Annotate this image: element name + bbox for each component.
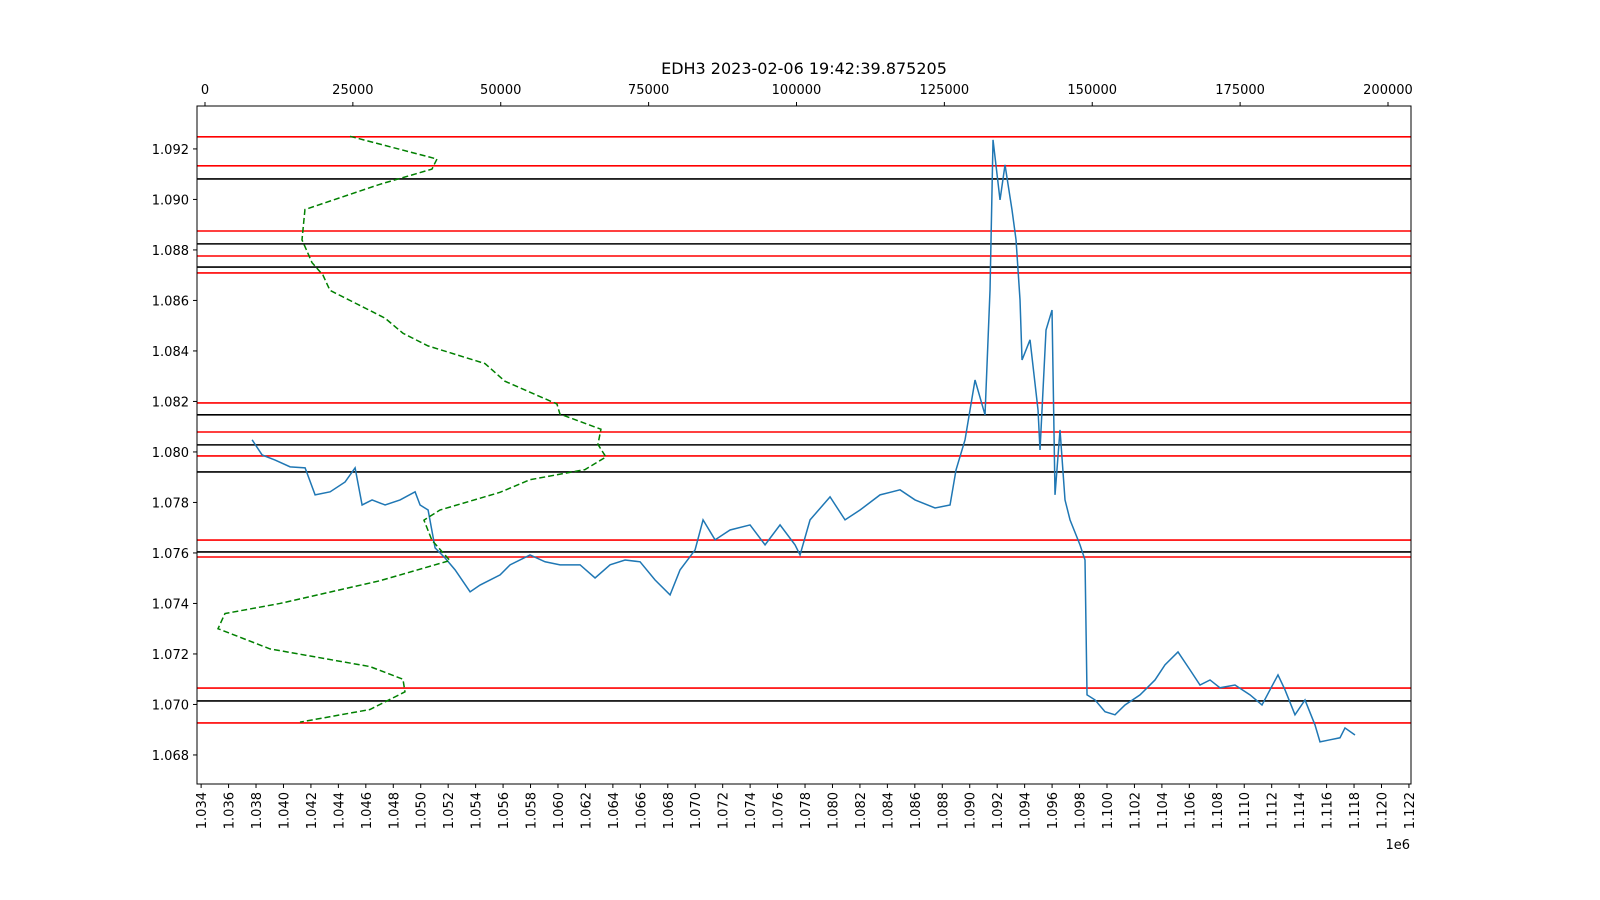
x2-tick-label: 125000 [920, 83, 970, 98]
x-tick-label: 1.038 [250, 792, 265, 829]
x2-tick-label: 100000 [772, 83, 822, 98]
x-tick-label: 1.102 [1128, 792, 1143, 829]
x-tick-label: 1.068 [662, 792, 677, 829]
x-tick-label: 1.042 [305, 792, 320, 829]
x-tick-label: 1.062 [579, 792, 594, 829]
x-tick-label: 1.064 [607, 792, 622, 829]
x-tick-label: 1.108 [1211, 792, 1226, 829]
x-tick-label: 1.100 [1101, 792, 1116, 829]
x-tick-label: 1.080 [826, 792, 841, 829]
x-tick-label: 1.040 [277, 792, 292, 829]
y-tick-label: 1.080 [152, 446, 189, 461]
x-tick-label: 1.058 [525, 792, 540, 829]
x-tick-label: 1.106 [1183, 792, 1198, 829]
x-tick-label: 1.092 [991, 792, 1006, 829]
x-tick-label: 1.110 [1238, 792, 1253, 829]
chart-title: EDH3 2023-02-06 19:42:39.875205 [661, 59, 947, 78]
x-tick-label: 1.112 [1266, 792, 1281, 829]
y-tick-label: 1.088 [152, 244, 189, 259]
x2-tick-label: 150000 [1067, 83, 1117, 98]
x-tick-label: 1.090 [964, 792, 979, 829]
x-tick-label: 1.052 [442, 792, 457, 829]
x-tick-label: 1.082 [854, 792, 869, 829]
x-tick-label: 1.122 [1403, 792, 1418, 829]
x-offset-label: 1e6 [1385, 838, 1410, 853]
x-tick-label: 1.118 [1348, 792, 1363, 829]
x-tick-label: 1.120 [1375, 792, 1390, 829]
x-tick-label: 1.086 [909, 792, 924, 829]
x-tick-label: 1.048 [387, 792, 402, 829]
x-tick-label: 1.096 [1046, 792, 1061, 829]
y-tick-label: 1.078 [152, 496, 189, 511]
y-tick-label: 1.082 [152, 395, 189, 410]
x-tick-label: 1.050 [415, 792, 430, 829]
x2-tick-label: 50000 [480, 83, 521, 98]
y-tick-label: 1.068 [152, 749, 189, 764]
x-tick-label: 1.084 [881, 792, 896, 829]
x2-tick-label: 175000 [1215, 83, 1265, 98]
x-tick-label: 1.098 [1074, 792, 1089, 829]
x-tick-label: 1.034 [195, 792, 210, 829]
x-tick-label: 1.104 [1156, 792, 1171, 829]
y-tick-label: 1.092 [152, 143, 189, 158]
x-tick-label: 1.078 [799, 792, 814, 829]
y-tick-label: 1.084 [152, 345, 189, 360]
plot-frame [196, 105, 1412, 785]
x-tick-label: 1.088 [936, 792, 951, 829]
x-tick-label: 1.074 [744, 792, 759, 829]
x2-tick-label: 200000 [1363, 83, 1413, 98]
x2-tick-label: 75000 [628, 83, 669, 98]
x-tick-label: 1.054 [470, 792, 485, 829]
x-tick-label: 1.076 [772, 792, 787, 829]
x-tick-label: 1.044 [332, 792, 347, 829]
y-tick-label: 1.076 [152, 547, 189, 562]
x2-tick-label: 25000 [332, 83, 373, 98]
x-tick-label: 1.046 [360, 792, 375, 829]
y-tick-label: 1.074 [152, 597, 189, 612]
x-tick-label: 1.066 [634, 792, 649, 829]
x-tick-label: 1.072 [717, 792, 732, 829]
x-tick-label: 1.116 [1321, 792, 1336, 829]
profile-line [216, 135, 607, 723]
price-line [251, 139, 1356, 743]
y-tick-label: 1.086 [152, 294, 189, 309]
x-tick-label: 1.060 [552, 792, 567, 829]
x-tick-label: 1.056 [497, 792, 512, 829]
y-tick-label: 1.090 [152, 193, 189, 208]
x-tick-label: 1.094 [1019, 792, 1034, 829]
x2-tick-label: 0 [201, 83, 209, 98]
x-tick-label: 1.036 [223, 792, 238, 829]
x-tick-label: 1.070 [689, 792, 704, 829]
y-tick-label: 1.070 [152, 698, 189, 713]
x-tick-label: 1.114 [1293, 792, 1308, 829]
y-tick-label: 1.072 [152, 648, 189, 663]
